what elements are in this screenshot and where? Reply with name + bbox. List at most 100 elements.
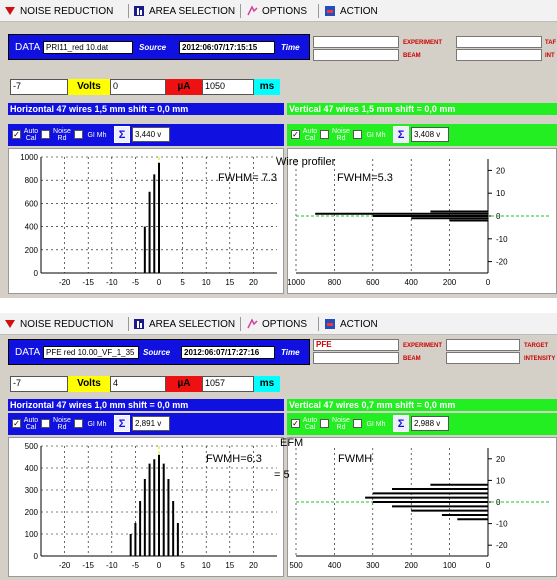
- gi-mh-checkbox[interactable]: [74, 419, 83, 428]
- sum-icon[interactable]: Σ: [114, 126, 130, 143]
- horizontal-controls: ✓ Auto Cal Noise Rd GI Mh Σ 3,440 v: [8, 124, 284, 146]
- y-tick-label: 0: [34, 552, 39, 561]
- source-field[interactable]: 2012:06:07/17:15:15: [179, 41, 275, 54]
- area-icon: [133, 5, 145, 17]
- gi-mh-label: GI Mh: [366, 421, 386, 428]
- x-tick-label: 0: [486, 561, 491, 570]
- x-tick-label: 20: [249, 561, 258, 570]
- x-tick-label: 10: [202, 278, 211, 287]
- time-ms-field[interactable]: 1050: [202, 79, 254, 95]
- sum-icon[interactable]: Σ: [393, 126, 409, 143]
- intensity-field[interactable]: [446, 352, 520, 364]
- noise-rd-checkbox[interactable]: [41, 130, 50, 139]
- menu-options[interactable]: OPTIONS: [246, 4, 307, 18]
- auto-cal-checkbox[interactable]: ✓: [12, 419, 21, 428]
- x-tick-label: 100: [443, 561, 457, 570]
- vertical-sum-field: 2,988 v: [411, 416, 449, 431]
- vertical-title: Vertical 47 wires 0,7 mm shift = 0,0 mm: [287, 399, 557, 411]
- y-tick-label: 10: [496, 476, 505, 485]
- auto-cal-checkbox[interactable]: ✓: [291, 419, 300, 428]
- menu-separator: [128, 317, 129, 331]
- target-field[interactable]: [456, 36, 542, 48]
- current-field[interactable]: 4: [110, 376, 166, 392]
- x-tick-label: -5: [132, 278, 140, 287]
- noise-rd-checkbox[interactable]: [41, 419, 50, 428]
- voltage-field[interactable]: -7: [10, 79, 68, 95]
- time-ms-field[interactable]: 1057: [202, 376, 254, 392]
- noise-rd-checkbox[interactable]: [320, 130, 329, 139]
- target-field[interactable]: [446, 339, 520, 351]
- sum-icon[interactable]: Σ: [393, 415, 409, 432]
- menu-noise-reduction[interactable]: NOISE REDUCTION: [4, 317, 113, 331]
- auto-cal-checkbox[interactable]: ✓: [291, 130, 300, 139]
- annotation-fwhm-horizontal: FWMH=6.3: [206, 453, 262, 465]
- horizontal-title: Horizontal 47 wires 1,5 mm shift = 0,0 m…: [8, 103, 284, 115]
- noise-rd-label: Noise Rd: [53, 128, 71, 142]
- x-tick-label: -15: [82, 278, 94, 287]
- y-tick-label: -10: [496, 235, 508, 244]
- horizontal-controls: ✓ Auto Cal Noise Rd GI Mh Σ 2,891 v: [8, 413, 284, 435]
- x-tick-label: -15: [82, 561, 94, 570]
- options-icon: [246, 318, 258, 330]
- sum-icon[interactable]: Σ: [114, 415, 130, 432]
- ua-label: µA: [166, 79, 202, 95]
- current-field[interactable]: 0: [110, 79, 166, 95]
- beam-field[interactable]: [313, 49, 399, 61]
- source-label: Source: [143, 348, 171, 357]
- x-tick-label: 0: [486, 278, 491, 287]
- experiment-field[interactable]: [313, 36, 399, 48]
- x-tick-label: 0: [157, 561, 162, 570]
- wire-profiler-window-1: NOISE REDUCTION AREA SELECTION OPTIONS A…: [0, 0, 557, 298]
- noise-rd-label: Noise Rd: [332, 128, 350, 142]
- data-label: DATA: [15, 42, 41, 53]
- menu-area-selection[interactable]: AREA SELECTION: [133, 4, 235, 18]
- menu-area-selection[interactable]: AREA SELECTION: [133, 317, 235, 331]
- gi-mh-checkbox[interactable]: [74, 130, 83, 139]
- y-tick-label: 10: [496, 189, 505, 198]
- ua-label: µA: [166, 376, 202, 392]
- x-tick-label: 300: [366, 561, 380, 570]
- gi-mh-checkbox[interactable]: [353, 130, 362, 139]
- menu-separator: [318, 317, 319, 331]
- noise-rd-checkbox[interactable]: [320, 419, 329, 428]
- menu-action[interactable]: ACTION: [324, 4, 378, 18]
- y-tick-label: 400: [25, 464, 39, 473]
- auto-cal-label: Auto Cal: [302, 128, 318, 142]
- data-file-field[interactable]: PRI11_red 10.dat: [43, 41, 133, 54]
- voltage-field[interactable]: -7: [10, 376, 68, 392]
- x-tick-label: 5: [180, 561, 185, 570]
- horizontal-sum-field: 2,891 v: [132, 416, 170, 431]
- menu-noise-reduction[interactable]: NOISE REDUCTION: [4, 4, 113, 18]
- data-file-field[interactable]: PFE red 10.00_VF_1_35: [43, 346, 139, 359]
- gi-mh-checkbox[interactable]: [353, 419, 362, 428]
- horizontal-sum-field: 3,440 v: [132, 127, 170, 142]
- x-tick-label: 15: [225, 561, 234, 570]
- x-tick-label: 500: [289, 561, 303, 570]
- y-tick-label: 300: [25, 486, 39, 495]
- y-tick-label: 800: [25, 176, 39, 185]
- annotation-efm: EFM: [280, 437, 304, 449]
- experiment-field[interactable]: PFE: [313, 339, 399, 351]
- menu-separator: [318, 4, 319, 18]
- y-tick-label: 20: [496, 455, 505, 464]
- source-label: Source: [139, 43, 167, 52]
- y-tick-label: 100: [25, 530, 39, 539]
- vertical-title: Vertical 47 wires 1,5 mm shift = 0,0 mm: [287, 103, 557, 115]
- beam-field[interactable]: [313, 352, 399, 364]
- menu-options[interactable]: OPTIONS: [246, 317, 307, 331]
- horizontal-profile-svg: 1000 800 600 400 200 0 -20 -15 -10 -5 0 5 10 15 20: [20, 153, 277, 287]
- target-label: TARGET: [524, 343, 549, 349]
- intensity-field[interactable]: [456, 49, 542, 61]
- source-field[interactable]: 2012:06:07/17:27:16: [181, 346, 275, 359]
- y-tick-label: -20: [496, 541, 508, 550]
- ms-label: ms: [254, 376, 280, 392]
- y-tick-label: 1000: [20, 153, 38, 162]
- menubar: NOISE REDUCTION AREA SELECTION OPTIONS A…: [0, 313, 557, 335]
- gi-mh-label: GI Mh: [87, 132, 107, 139]
- x-tick-label: -5: [132, 561, 140, 570]
- menu-action[interactable]: ACTION: [324, 317, 378, 331]
- auto-cal-checkbox[interactable]: ✓: [12, 130, 21, 139]
- gi-mh-label: GI Mh: [366, 132, 386, 139]
